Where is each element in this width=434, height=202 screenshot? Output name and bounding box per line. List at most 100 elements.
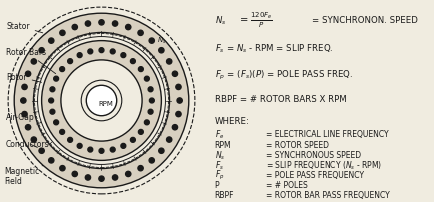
Circle shape bbox=[158, 148, 164, 154]
Circle shape bbox=[130, 138, 135, 143]
Text: = SLIP FREQUENCY ($N_s$ - RPM): = SLIP FREQUENCY ($N_s$ - RPM) bbox=[265, 158, 381, 171]
Circle shape bbox=[99, 149, 104, 154]
Text: Air-Gap: Air-Gap bbox=[6, 113, 41, 123]
Circle shape bbox=[177, 98, 182, 104]
Circle shape bbox=[53, 77, 59, 82]
Circle shape bbox=[149, 99, 154, 103]
Circle shape bbox=[39, 148, 44, 154]
Text: = POLE PASS FREQUENCY: = POLE PASS FREQUENCY bbox=[265, 170, 363, 179]
Circle shape bbox=[85, 22, 90, 27]
Circle shape bbox=[50, 87, 55, 92]
Circle shape bbox=[61, 61, 142, 141]
Text: Conductors: Conductors bbox=[6, 139, 49, 148]
Circle shape bbox=[39, 48, 44, 54]
Circle shape bbox=[172, 125, 177, 130]
Circle shape bbox=[99, 21, 104, 26]
Circle shape bbox=[110, 147, 115, 152]
Circle shape bbox=[112, 175, 118, 180]
Circle shape bbox=[172, 72, 177, 77]
Circle shape bbox=[25, 125, 31, 130]
Circle shape bbox=[68, 138, 72, 143]
Circle shape bbox=[77, 144, 82, 148]
Circle shape bbox=[49, 158, 54, 163]
Circle shape bbox=[130, 59, 135, 64]
Text: P: P bbox=[214, 180, 219, 189]
Text: = SYNCHRONOUS SPEED: = SYNCHRONOUS SPEED bbox=[265, 150, 360, 159]
Text: = ROTOR BAR PASS FREQUENCY: = ROTOR BAR PASS FREQUENCY bbox=[265, 190, 388, 199]
Circle shape bbox=[138, 31, 143, 36]
Circle shape bbox=[68, 59, 72, 64]
Circle shape bbox=[42, 41, 161, 161]
Text: $F_p$: $F_p$ bbox=[214, 168, 224, 181]
Circle shape bbox=[138, 166, 143, 171]
Circle shape bbox=[25, 72, 31, 77]
Circle shape bbox=[33, 33, 169, 169]
Circle shape bbox=[138, 67, 143, 72]
Circle shape bbox=[22, 112, 27, 117]
Text: RPM: RPM bbox=[98, 100, 113, 106]
Circle shape bbox=[59, 31, 65, 36]
Circle shape bbox=[50, 110, 55, 115]
Circle shape bbox=[31, 137, 36, 143]
Circle shape bbox=[22, 85, 27, 90]
Circle shape bbox=[59, 130, 64, 135]
Text: $= \frac{120F_e}{P}$: $= \frac{120F_e}{P}$ bbox=[237, 11, 272, 30]
Text: Rotor Bars: Rotor Bars bbox=[6, 48, 56, 74]
Text: RBPF: RBPF bbox=[214, 190, 233, 199]
Circle shape bbox=[121, 144, 125, 148]
Circle shape bbox=[148, 110, 153, 115]
Text: $F_e$: $F_e$ bbox=[214, 128, 224, 141]
Circle shape bbox=[49, 39, 54, 44]
Circle shape bbox=[125, 171, 131, 177]
Circle shape bbox=[8, 8, 194, 194]
Text: RPM: RPM bbox=[214, 140, 231, 149]
Text: $N_s$: $N_s$ bbox=[157, 36, 166, 46]
Circle shape bbox=[166, 59, 171, 65]
Circle shape bbox=[175, 112, 181, 117]
Circle shape bbox=[86, 86, 116, 116]
Circle shape bbox=[59, 67, 64, 72]
Circle shape bbox=[77, 54, 82, 58]
Circle shape bbox=[144, 120, 149, 125]
Text: Magnetic
Field: Magnetic Field bbox=[4, 166, 43, 185]
Circle shape bbox=[14, 14, 188, 188]
Circle shape bbox=[110, 50, 115, 55]
Text: = ROTOR SPEED: = ROTOR SPEED bbox=[265, 140, 328, 149]
Circle shape bbox=[138, 130, 143, 135]
Circle shape bbox=[21, 98, 26, 104]
Text: WHERE:: WHERE: bbox=[214, 117, 249, 126]
Circle shape bbox=[31, 59, 36, 65]
Circle shape bbox=[88, 50, 92, 55]
Text: $N_s$: $N_s$ bbox=[214, 14, 226, 26]
Circle shape bbox=[166, 137, 171, 142]
Circle shape bbox=[59, 166, 65, 171]
Text: = ELECTRICAL LINE FREQUENCY: = ELECTRICAL LINE FREQUENCY bbox=[265, 130, 388, 139]
Text: $F_s$ = $N_s$ - RPM = SLIP FREQ.: $F_s$ = $N_s$ - RPM = SLIP FREQ. bbox=[214, 42, 332, 55]
Text: $F_s$: $F_s$ bbox=[214, 158, 223, 171]
Circle shape bbox=[149, 158, 154, 163]
Text: Rotor: Rotor bbox=[6, 72, 41, 83]
Circle shape bbox=[175, 85, 181, 90]
Circle shape bbox=[99, 48, 104, 53]
Text: = # POLES: = # POLES bbox=[265, 180, 307, 189]
Circle shape bbox=[49, 99, 53, 103]
Circle shape bbox=[88, 147, 92, 152]
Circle shape bbox=[99, 176, 104, 181]
Circle shape bbox=[72, 25, 77, 31]
Text: Stator: Stator bbox=[6, 22, 43, 34]
Circle shape bbox=[148, 87, 153, 92]
Text: RBPF = # ROTOR BARS X RPM: RBPF = # ROTOR BARS X RPM bbox=[214, 95, 345, 103]
Circle shape bbox=[125, 25, 131, 31]
Circle shape bbox=[37, 37, 165, 165]
Circle shape bbox=[72, 171, 77, 177]
Text: $F_p$ = $(F_s)(P)$ = POLE PASS FREQ.: $F_p$ = $(F_s)(P)$ = POLE PASS FREQ. bbox=[214, 68, 352, 81]
Circle shape bbox=[112, 22, 118, 27]
Text: = SYNCHRONON. SPEED: = SYNCHRONON. SPEED bbox=[311, 16, 417, 25]
Circle shape bbox=[144, 77, 149, 82]
Circle shape bbox=[53, 120, 59, 125]
Text: $N_s$: $N_s$ bbox=[214, 148, 224, 161]
Circle shape bbox=[149, 39, 154, 44]
Circle shape bbox=[121, 54, 125, 58]
Circle shape bbox=[85, 175, 90, 180]
Circle shape bbox=[158, 48, 164, 54]
